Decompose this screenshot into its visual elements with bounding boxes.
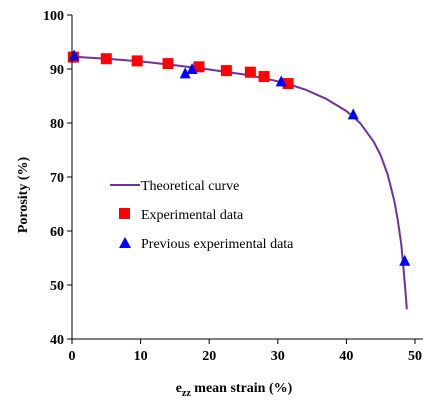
y-tick-label: 60 [50,225,64,240]
y-axis: 40 50 60 70 80 90 100 [43,9,73,348]
legend-triangle-swatch [119,237,131,248]
experimental-data-point [258,71,270,83]
previous-experimental-data-point [399,254,411,266]
x-tick-label: 50 [408,349,422,364]
x-tick-label: 30 [271,349,285,364]
legend-label-previous: Previous experimental data [141,237,294,252]
legend-label-theoretical: Theoretical curve [141,179,239,194]
y-tick-label: 80 [50,117,64,132]
previous-experimental-data-point [275,75,287,87]
previous-experimental-data-point [186,63,198,74]
y-tick-label: 100 [43,9,64,24]
experimental-data-point [100,53,112,65]
theoretical-curve-line [71,55,408,310]
experimental-data-point [131,55,143,67]
legend-square-swatch [119,208,130,219]
y-tick-label: 90 [50,63,64,78]
y-tick-label: 70 [50,171,64,186]
legend: Theoretical curve Experimental data Prev… [110,179,294,252]
legend-label-experimental: Experimental data [141,208,244,223]
previous-experimental-data-point [68,49,80,61]
x-tick-label: 0 [69,349,76,364]
previous-experimental-data-point [347,108,359,120]
experimental-data-point [244,66,256,78]
x-axis-title-rest: mean strain (%) [191,381,293,396]
experimental-data-point [162,58,174,70]
x-axis-title-main: e [176,381,182,396]
experimental-data-point [193,61,205,73]
x-axis-title-subscript: zz [182,388,191,399]
y-axis-title: Porosity (%) [16,156,31,233]
experimental-data-point [220,65,232,77]
x-tick-label: 10 [134,349,148,364]
x-axis-title: ezz mean strain (%) [176,381,293,399]
y-tick-label: 40 [50,333,64,348]
x-tick-label: 20 [202,349,216,364]
experimental-data-point [282,78,294,90]
plot-area [67,49,411,310]
y-tick-label: 50 [50,279,64,294]
x-axis: 0 10 20 30 40 50 [69,338,423,364]
x-tick-label: 40 [339,349,353,364]
previous-experimental-data-point [179,67,191,79]
